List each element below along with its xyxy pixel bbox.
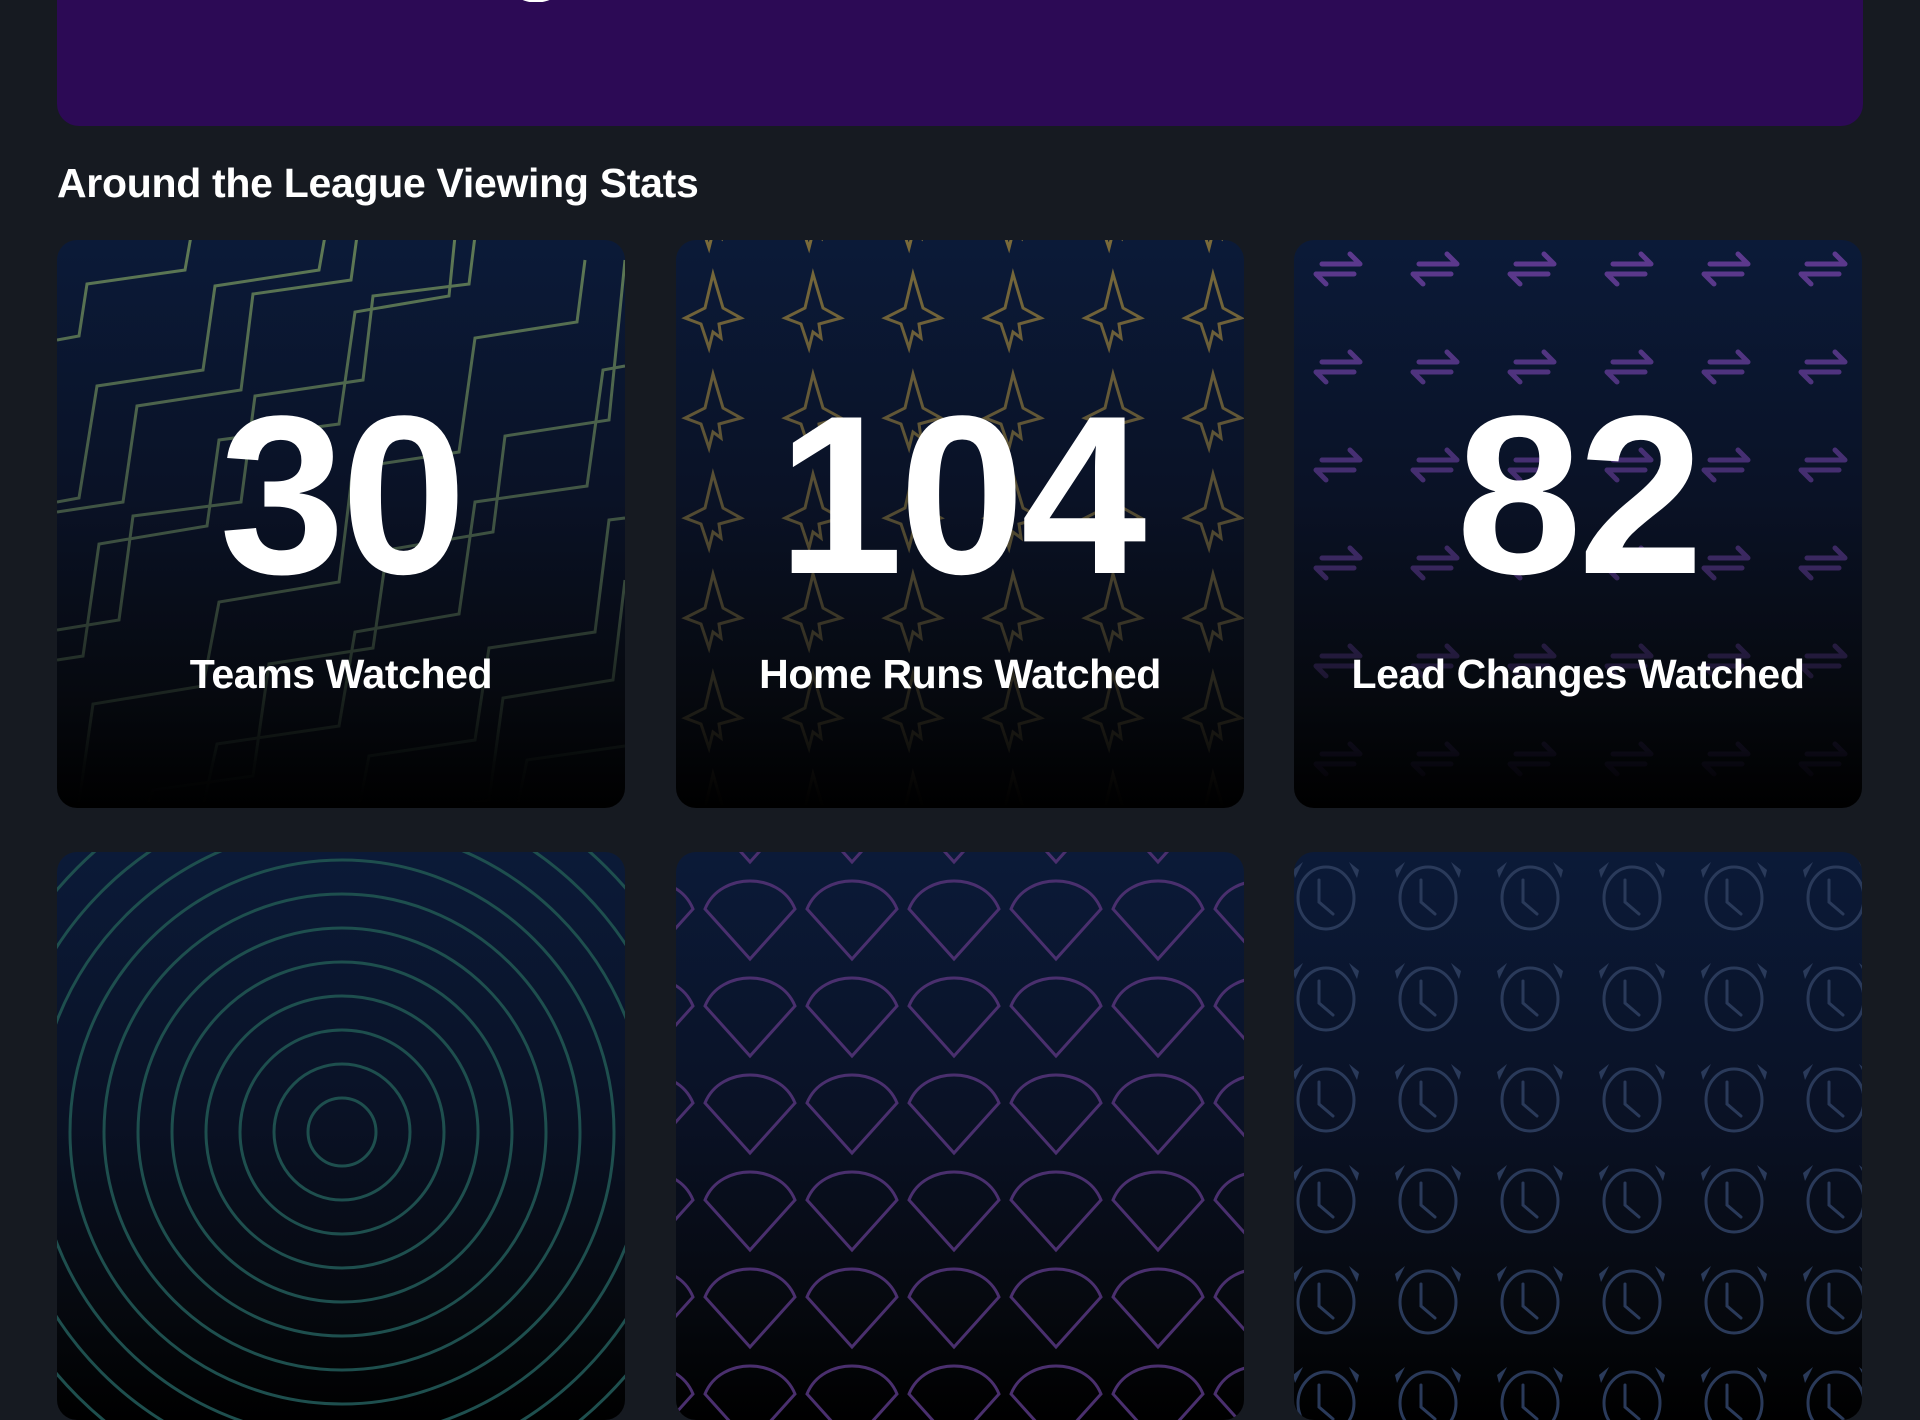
- stat-card-teams-watched[interactable]: 30 Teams Watched: [57, 240, 625, 808]
- stat-card-lead-changes-watched[interactable]: 82 Lead Changes Watched: [1294, 240, 1862, 808]
- stat-label: Lead Changes Watched: [1351, 651, 1805, 697]
- stat-card-4[interactable]: [57, 852, 625, 1420]
- stat-value: 30: [219, 368, 466, 621]
- swap-arrows-pattern-icon: [1294, 240, 1862, 808]
- section-title: Around the League Viewing Stats: [57, 160, 699, 206]
- concentric-rings-pattern-icon: [57, 852, 625, 1420]
- stat-card-5[interactable]: [676, 852, 1244, 1420]
- hero-banner: [57, 0, 1863, 126]
- baseball-diamond-pattern-icon: [676, 852, 1244, 1420]
- stat-value: 104: [777, 368, 1146, 621]
- stat-label: Home Runs Watched: [759, 651, 1161, 697]
- stat-value: 82: [1456, 368, 1703, 621]
- banner-title-descender-fragment: [523, 0, 550, 2]
- sparkle-star-pattern-icon: [676, 240, 1244, 808]
- stat-card-6[interactable]: [1294, 852, 1862, 1420]
- alarm-clock-pattern-icon: [1294, 852, 1862, 1420]
- stat-card-home-runs-watched[interactable]: 104 Home Runs Watched: [676, 240, 1244, 808]
- zigzag-pattern-icon: [57, 240, 625, 808]
- stat-label: Teams Watched: [189, 651, 493, 697]
